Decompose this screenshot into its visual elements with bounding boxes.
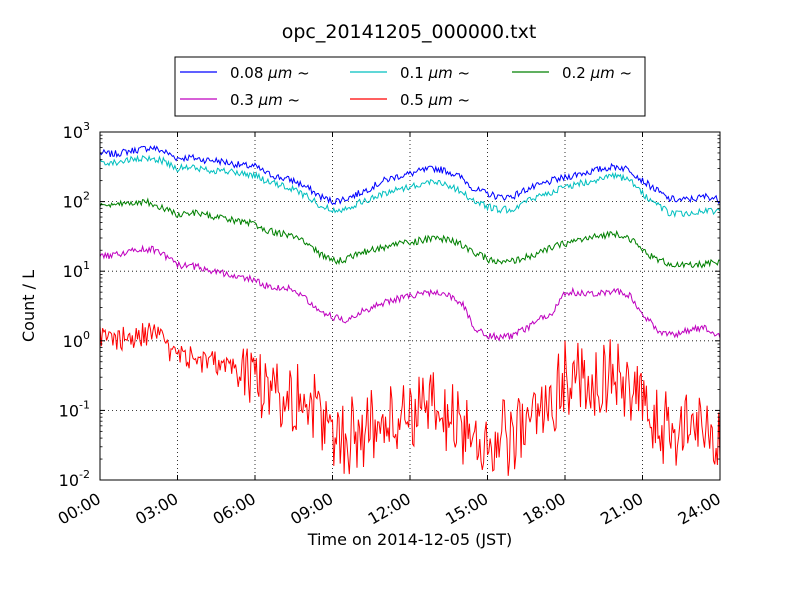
legend-label-size: 0.08	[230, 64, 268, 82]
x-tick-label: 21:00	[597, 489, 646, 529]
y-tick-exp: 2	[83, 190, 90, 203]
y-tick-exp: -2	[79, 468, 90, 481]
legend-label-size: 0.5	[400, 91, 429, 109]
legend-label-tail: ~	[283, 91, 300, 109]
y-tick-exp: 3	[83, 120, 90, 133]
y-tick-label: 100	[63, 329, 90, 351]
x-tick-label: 09:00	[287, 489, 336, 529]
legend-box	[174, 56, 646, 117]
y-tick-base: 10	[59, 471, 79, 490]
y-tick-label: 10-1	[59, 398, 90, 420]
x-tick-label: 15:00	[442, 489, 491, 529]
legend-label-tail: ~	[615, 64, 632, 82]
x-axis-label: Time on 2014-12-05 (JST)	[307, 530, 512, 549]
legend-label-unit: μm	[428, 64, 453, 82]
legend-label-unit: μm	[590, 64, 615, 82]
legend-label-size: 0.3	[230, 91, 259, 109]
series-line	[99, 244, 721, 342]
y-tick-exp: -1	[79, 398, 90, 411]
y-tick-base: 10	[63, 193, 83, 212]
x-tick-label: 12:00	[365, 489, 414, 529]
x-tick-label: 24:00	[675, 489, 724, 529]
y-tick-base: 10	[59, 401, 79, 420]
legend: 0.08 μm ~0.1 μm ~0.2 μm ~0.3 μm ~0.5 μm …	[174, 56, 646, 117]
y-tick-label: 102	[63, 190, 90, 212]
legend-label-size: 0.2	[562, 64, 591, 82]
series-line	[99, 154, 721, 219]
legend-label-tail: ~	[292, 64, 309, 82]
series-line	[99, 322, 721, 476]
x-tick-label: 00:00	[55, 489, 104, 529]
legend-label: 0.08 μm ~	[230, 64, 310, 82]
chart-title: opc_20141205_000000.txt	[282, 21, 537, 43]
legend-label-unit: μm	[428, 91, 453, 109]
x-tick-label: 18:00	[520, 489, 569, 529]
y-axis-label: Count / L	[19, 270, 38, 342]
legend-label: 0.3 μm ~	[230, 91, 300, 109]
y-tick-exp: 0	[83, 329, 90, 342]
legend-label: 0.2 μm ~	[562, 64, 632, 82]
y-tick-label: 103	[63, 120, 90, 142]
y-tick-base: 10	[63, 262, 83, 281]
y-tick-exp: 1	[83, 259, 90, 272]
legend-label-unit: μm	[258, 91, 283, 109]
series-line	[99, 144, 721, 206]
y-tick-base: 10	[63, 332, 83, 351]
legend-label-tail: ~	[453, 91, 470, 109]
grid	[100, 132, 720, 480]
x-tick-label: 06:00	[210, 489, 259, 529]
legend-label-tail: ~	[453, 64, 470, 82]
legend-label-size: 0.1	[400, 64, 429, 82]
legend-label: 0.1 μm ~	[400, 64, 470, 82]
y-tick-label: 101	[63, 259, 90, 281]
y-tick-base: 10	[63, 123, 83, 142]
x-tick-label: 03:00	[132, 489, 181, 529]
y-tick-label: 10-2	[59, 468, 90, 490]
legend-label: 0.5 μm ~	[400, 91, 470, 109]
legend-label-unit: μm	[267, 64, 292, 82]
plot-lines	[99, 144, 721, 476]
series-line	[99, 197, 721, 269]
